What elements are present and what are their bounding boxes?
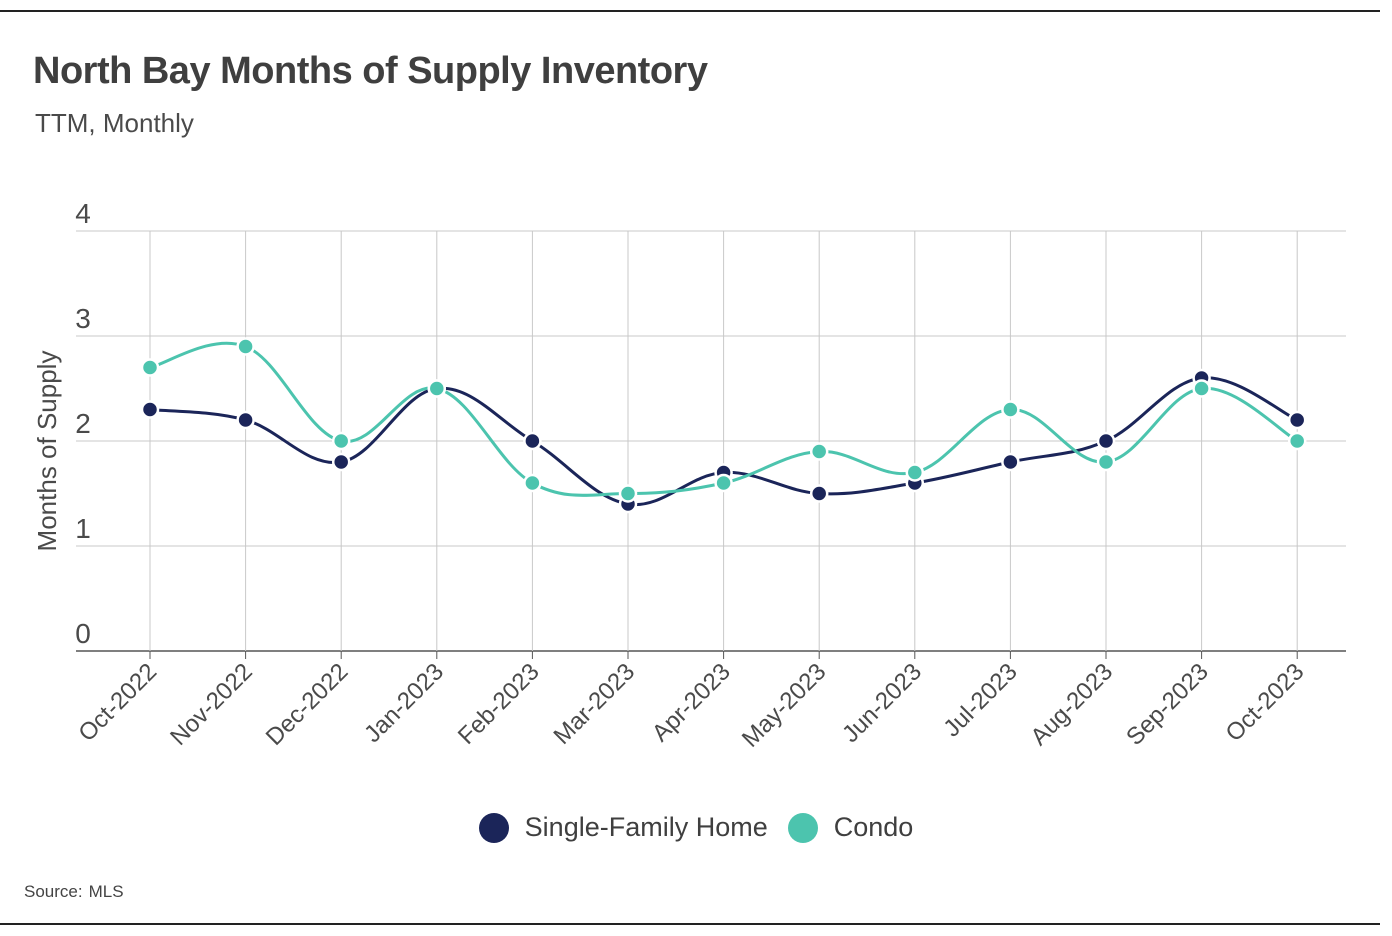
source-label: Source: [24,882,83,901]
y-tick-label: 4 [75,198,91,229]
x-tick-label: Oct-2022 [73,658,162,747]
x-tick-label: Jul-2023 [938,658,1022,742]
source-value: MLS [88,882,124,901]
x-tick-label: May-2023 [737,658,832,753]
source-note: Source: MLS [24,882,124,902]
data-point-single-family [331,452,351,472]
data-point-condo [905,463,925,482]
x-tick-label: Sep-2023 [1121,658,1214,751]
legend-swatch-single-family [478,812,509,843]
data-point-single-family [236,410,255,430]
data-point-condo [1192,379,1211,398]
y-tick-label: 2 [75,408,91,439]
bottom-rule [0,923,1380,925]
chart-subtitle: TTM, Monthly [35,108,194,138]
data-point-single-family [1001,452,1020,472]
y-tick-label: 3 [75,303,91,334]
y-tick-label: 1 [75,513,91,544]
x-tick-label: Feb-2023 [453,658,545,750]
data-point-condo [714,473,733,493]
legend-swatch-condo [787,812,818,843]
data-point-condo [523,473,542,493]
chart-legend: Single-Family Home Condo [0,812,1392,843]
x-tick-label: Jan-2023 [359,658,449,748]
data-point-single-family [1096,431,1116,451]
legend-label-condo: Condo [833,812,914,842]
x-tick-label: Apr-2023 [647,658,736,747]
data-point-condo [140,358,160,377]
x-tick-label: Nov-2022 [165,658,258,751]
x-tick-label: Dec-2022 [261,658,354,751]
top-rule [0,10,1380,12]
x-tick-label: Jun-2023 [837,658,927,748]
x-tick-label: Aug-2023 [1026,658,1119,751]
chart-title: North Bay Months of Supply Inventory [33,50,708,92]
y-tick-label: 0 [75,618,91,649]
legend-item-single-family[interactable]: Single-Family Home [478,812,768,843]
data-point-condo [427,379,447,398]
legend-label-single-family: Single-Family Home [524,812,768,842]
data-point-single-family [140,400,160,419]
data-point-single-family [809,484,829,503]
data-point-single-family [1287,410,1307,430]
x-tick-label: Oct-2023 [1221,658,1310,747]
data-point-condo [1096,452,1116,472]
data-point-condo [1001,400,1020,419]
y-axis-title: Months of Supply [32,351,62,552]
data-point-condo [236,337,255,356]
data-point-single-family [523,431,542,451]
data-point-condo [809,442,829,461]
data-point-condo [618,484,638,503]
x-tick-label: Mar-2023 [549,658,641,750]
legend-item-condo[interactable]: Condo [787,812,914,843]
data-point-condo [331,431,351,451]
data-point-condo [1287,431,1307,451]
